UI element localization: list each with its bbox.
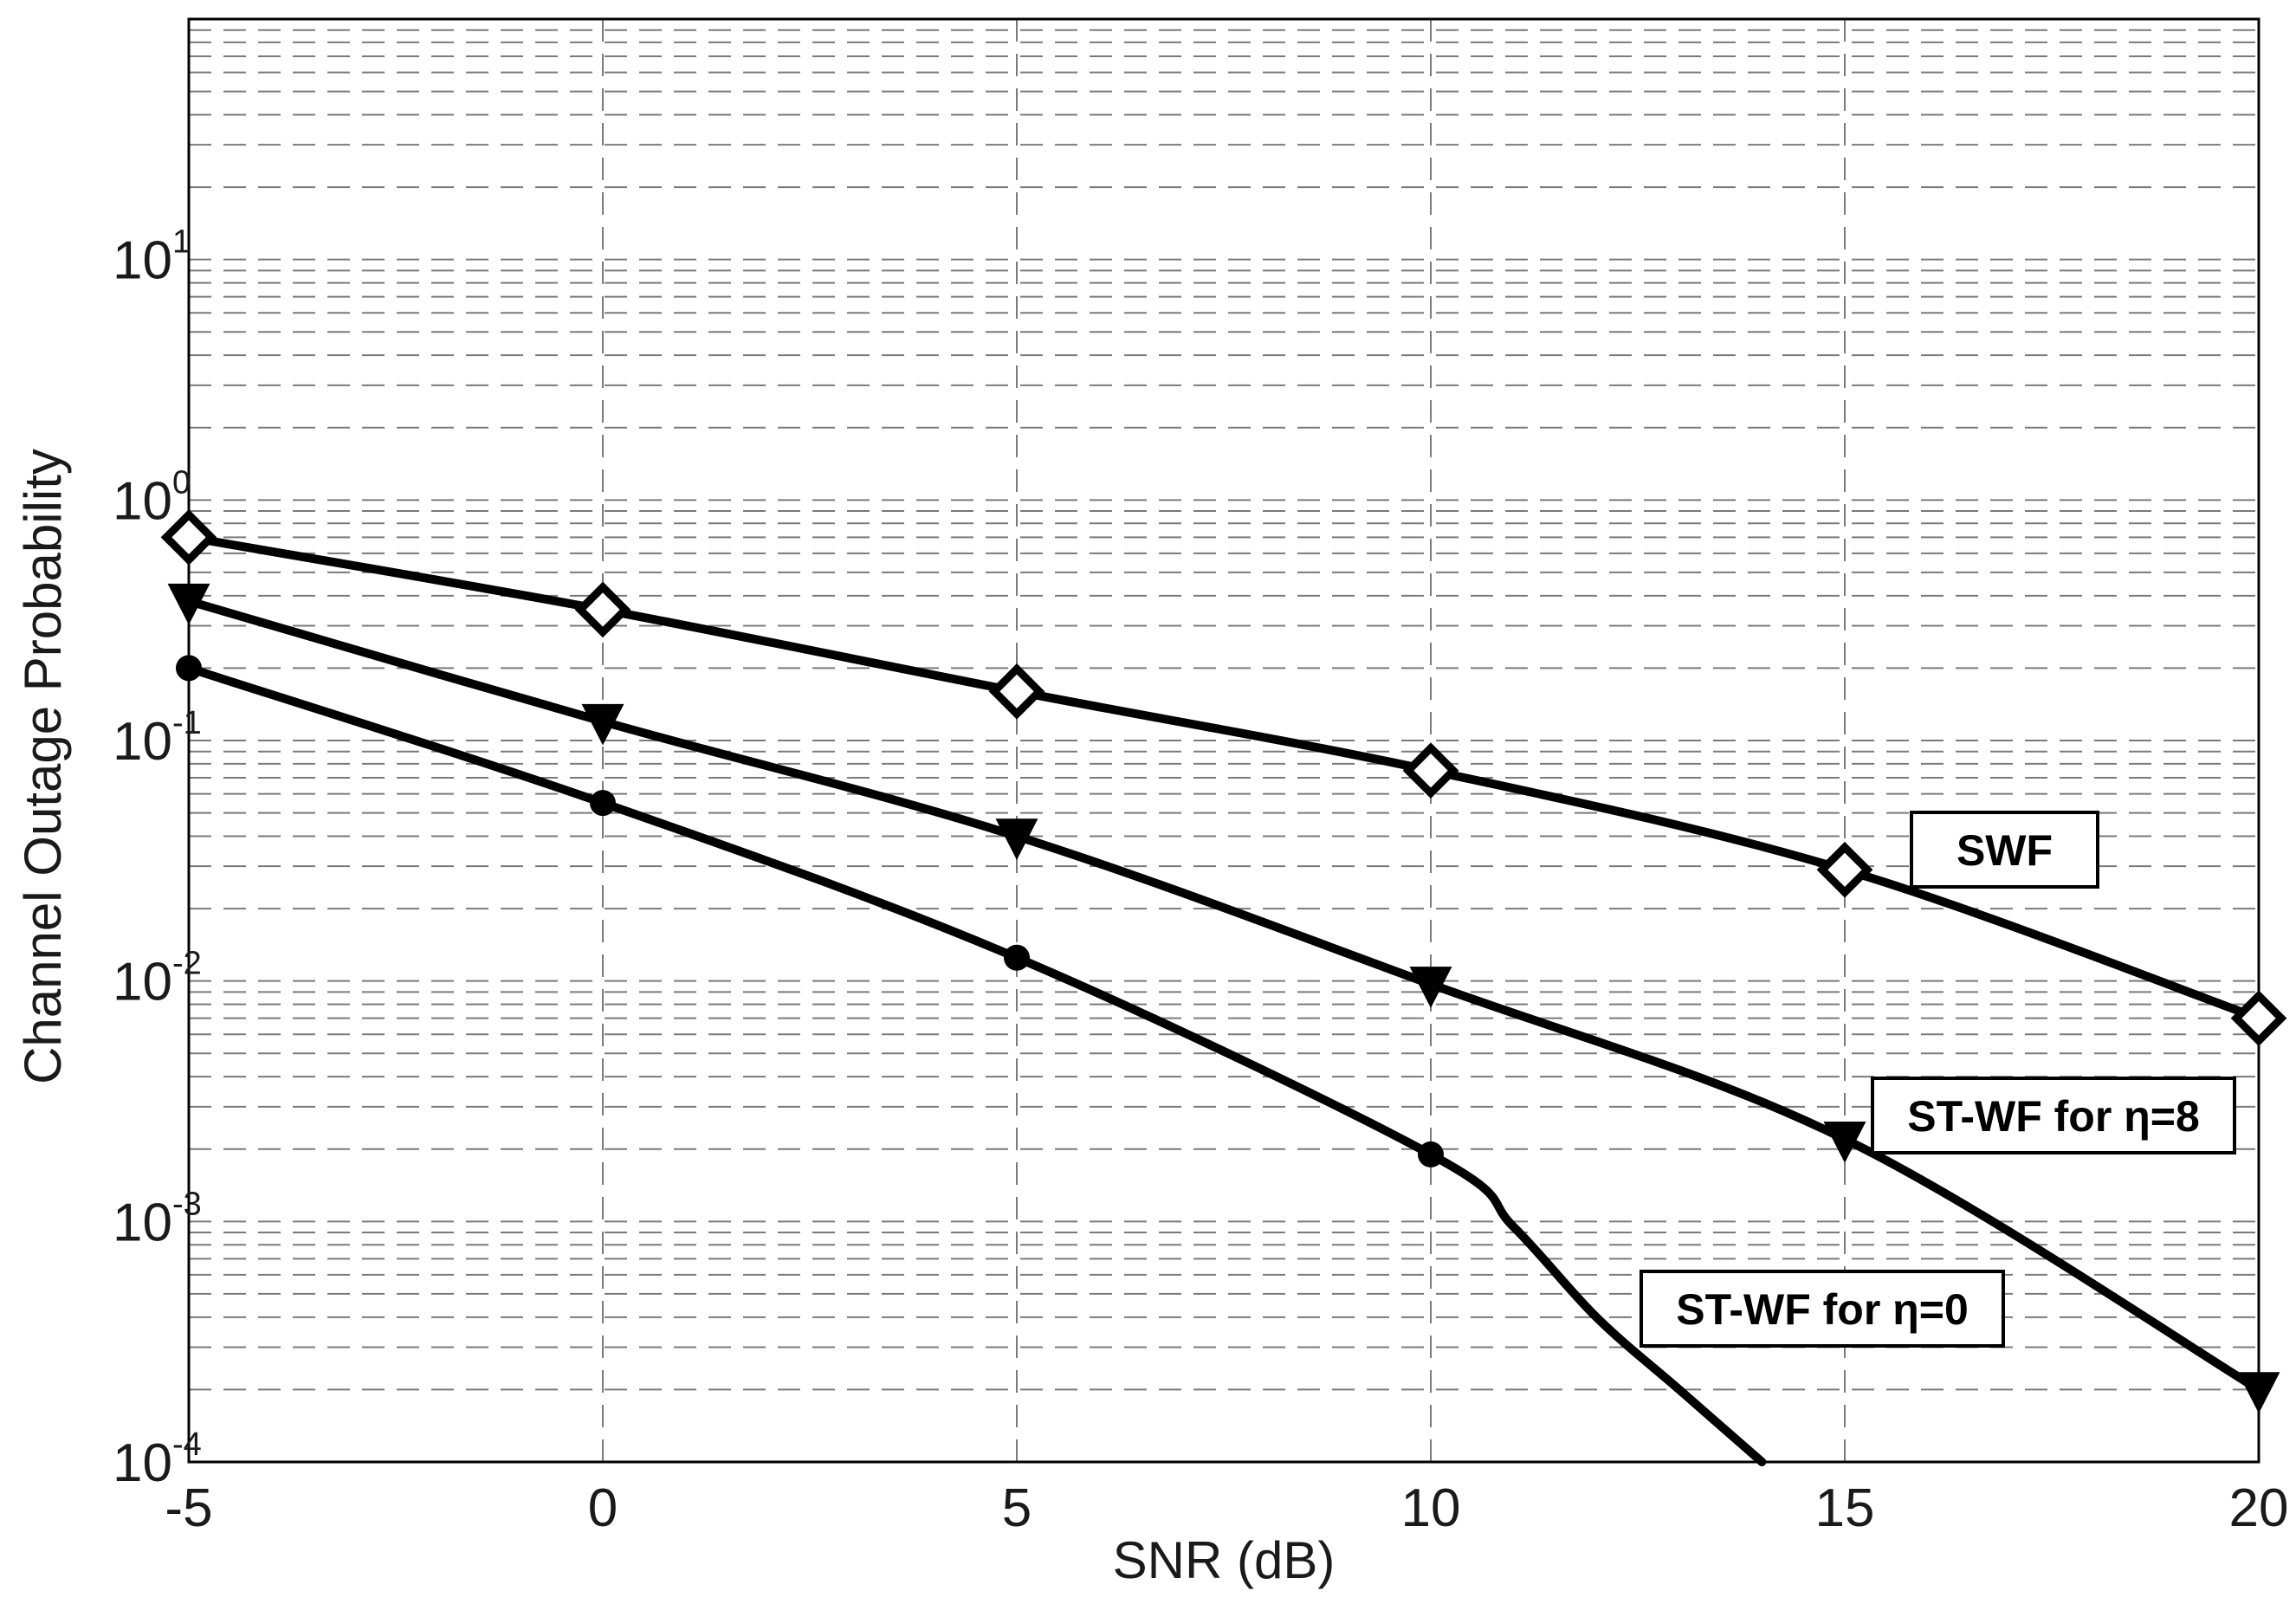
series-2 [176,655,1767,1466]
data-point-circle [1418,1141,1444,1167]
x-tick-label: 5 [1002,1478,1032,1538]
data-point-triangle [1409,967,1452,1008]
x-tick-label: 15 [1815,1478,1875,1538]
label-box-frame [1640,1270,2005,1348]
data-point-circle [1004,944,1030,971]
data-point-triangle [1823,1122,1866,1163]
series-label-box: SWF [1910,811,2099,889]
label-box-frame [1910,811,2099,889]
data-point-diamond [1816,841,1873,898]
x-axis-title: SNR (dB) [1113,1531,1336,1589]
series-1 [167,583,2280,1413]
x-tick-label: -5 [165,1478,212,1538]
series-label-text: ST-WF for η=8 [1907,1092,2200,1141]
series-line [184,663,1767,1466]
data-point-diamond [988,663,1045,720]
data-point-diamond [160,508,217,566]
series-0 [160,508,2287,1047]
data-point-diamond [2230,990,2287,1047]
y-tick-label: 10-1 [113,705,202,772]
series-line [184,597,2263,1394]
y-tick-label: 10-2 [113,946,202,1012]
data-point-circle [176,655,202,682]
series-label-text: ST-WF for η=0 [1676,1285,1969,1334]
x-tick-label: 0 [588,1478,618,1538]
y-axis-title: Channel Outage Probability [14,449,72,1084]
series-label-text: SWF [1956,826,2053,875]
series-line [184,533,2263,1023]
y-tick-label: 10-4 [113,1426,202,1493]
y-tick-label: 100 [113,464,191,531]
x-tick-label: 20 [2229,1478,2289,1538]
data-point-triangle [2237,1372,2280,1413]
data-point-triangle [581,703,624,746]
data-point-diamond [1402,742,1459,799]
y-tick-label: 10-3 [113,1186,202,1252]
data-point-triangle [995,818,1038,860]
label-box-frame [1871,1077,2236,1154]
y-tick-labels: 10-4 10-3 10-2 10-1 100 101 [113,224,202,1493]
series-label-box: ST-WF for η=8 [1871,1077,2236,1154]
data-point-triangle [167,583,210,625]
series-layer [160,508,2287,1466]
data-point-circle [590,790,616,817]
series-label-box: ST-WF for η=0 [1640,1270,2005,1348]
plot-frame [187,17,2260,1464]
x-tick-labels: -5 0 5 10 15 20 [165,1478,2288,1538]
data-point-diamond [574,581,631,638]
annotation-layer: SWF ST-WF for η=8 ST-WF for η=0 [1640,811,2236,1348]
x-tick-label: 10 [1401,1478,1461,1538]
y-tick-label: 101 [113,224,191,291]
